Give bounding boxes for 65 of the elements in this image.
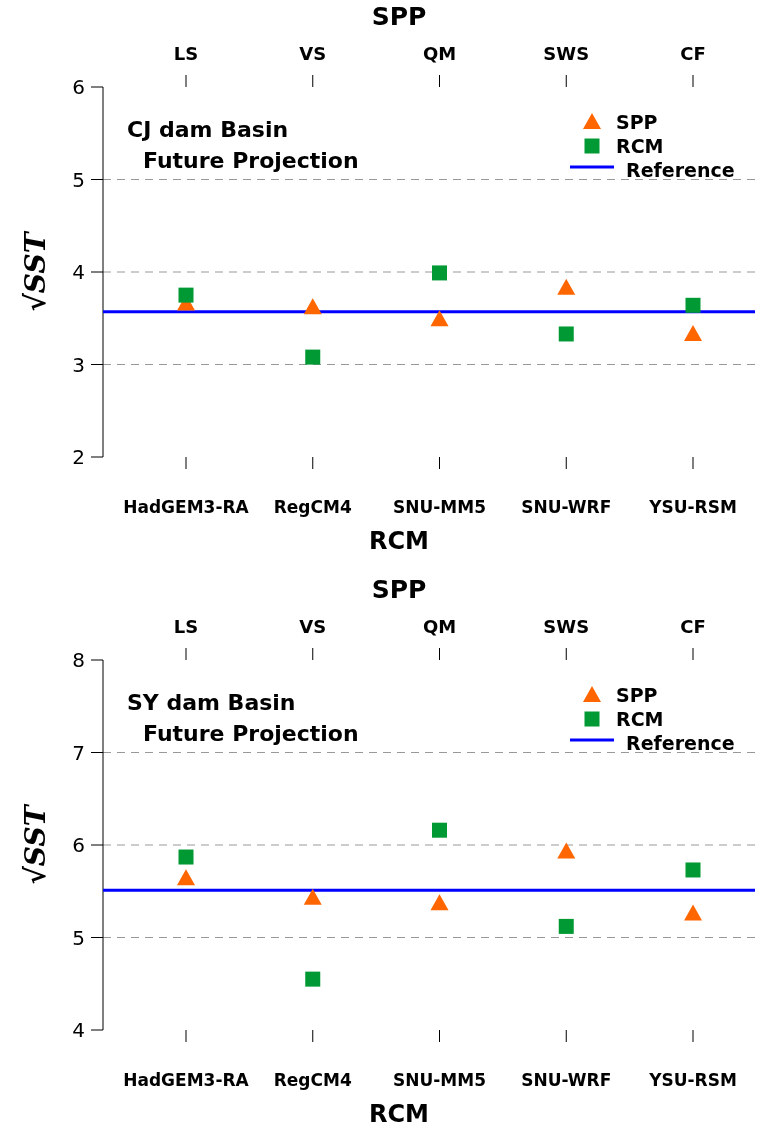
x-tick-label: RegCM4 [273, 497, 352, 517]
annotation: CJ dam Basin [127, 117, 289, 142]
annotation: Future Projection [143, 148, 359, 173]
point [305, 349, 321, 365]
y-tick-label: 6 [72, 833, 85, 857]
annotation: LS [173, 43, 199, 64]
legend-label: Reference [626, 731, 735, 754]
x2-axis-title: SPP [371, 2, 427, 31]
point [177, 869, 195, 886]
x-tick-label: RegCM4 [273, 1070, 352, 1090]
x-axis-title: RCM [369, 527, 429, 555]
annotation: CF [680, 616, 706, 637]
annotation: VS [299, 616, 327, 637]
x-tick-label: SNU-WRF [521, 497, 612, 517]
x-tick-label: SNU-MM5 [393, 1070, 486, 1090]
y-tick-label: 3 [72, 352, 85, 377]
point [558, 918, 574, 934]
x-tick-label: HadGEM3-RA [123, 497, 250, 517]
point [430, 310, 449, 327]
point [430, 894, 449, 911]
x2-axis-title: SPP [371, 575, 427, 604]
annotation: CF [680, 43, 706, 64]
annotation: Future Projection [143, 721, 359, 746]
y-tick-label: 4 [72, 260, 85, 284]
y-tick-label: 6 [72, 75, 85, 99]
x-axis-title: RCM [369, 1100, 429, 1125]
legend-label: SPP [616, 110, 658, 133]
point [684, 904, 702, 921]
x-tick-label: HadGEM3-RA [123, 1070, 250, 1090]
y-tick-label: 4 [72, 1018, 85, 1042]
legend-label: RCM [616, 707, 664, 730]
point [685, 862, 701, 878]
annotation: VS [299, 43, 327, 64]
point [303, 298, 322, 315]
x-tick-label: SNU-MM5 [393, 497, 486, 517]
legend-label: SPP [616, 683, 658, 706]
y-tick-label: 7 [72, 740, 85, 765]
x-tick-label: YSU-RSM [648, 497, 737, 517]
point [432, 822, 447, 838]
point [178, 849, 194, 865]
annotation: LS [173, 616, 199, 637]
y-tick-label: 5 [72, 167, 85, 192]
annotation: SWS [543, 43, 590, 64]
point [685, 297, 701, 313]
x-tick-label: SNU-WRF [521, 1070, 612, 1090]
point [557, 278, 576, 295]
annotation: SY dam Basin [127, 690, 296, 715]
annotation: QM [422, 616, 457, 637]
x-tick-label: YSU-RSM [648, 1070, 737, 1090]
point [432, 265, 447, 281]
annotation: SWS [543, 616, 590, 637]
point [303, 888, 322, 905]
point [178, 287, 194, 303]
point [305, 971, 321, 987]
point [684, 324, 702, 341]
y-tick-label: 5 [72, 925, 85, 950]
annotation: QM [422, 43, 457, 64]
y-axis-title: √SST [19, 230, 52, 312]
y-tick-label: 8 [72, 648, 85, 672]
point [558, 326, 574, 342]
y-tick-label: 2 [72, 445, 85, 469]
y-axis-title: √SST [19, 803, 52, 885]
legend-label: Reference [626, 158, 735, 181]
legend-label: RCM [616, 134, 664, 157]
point [557, 842, 576, 859]
